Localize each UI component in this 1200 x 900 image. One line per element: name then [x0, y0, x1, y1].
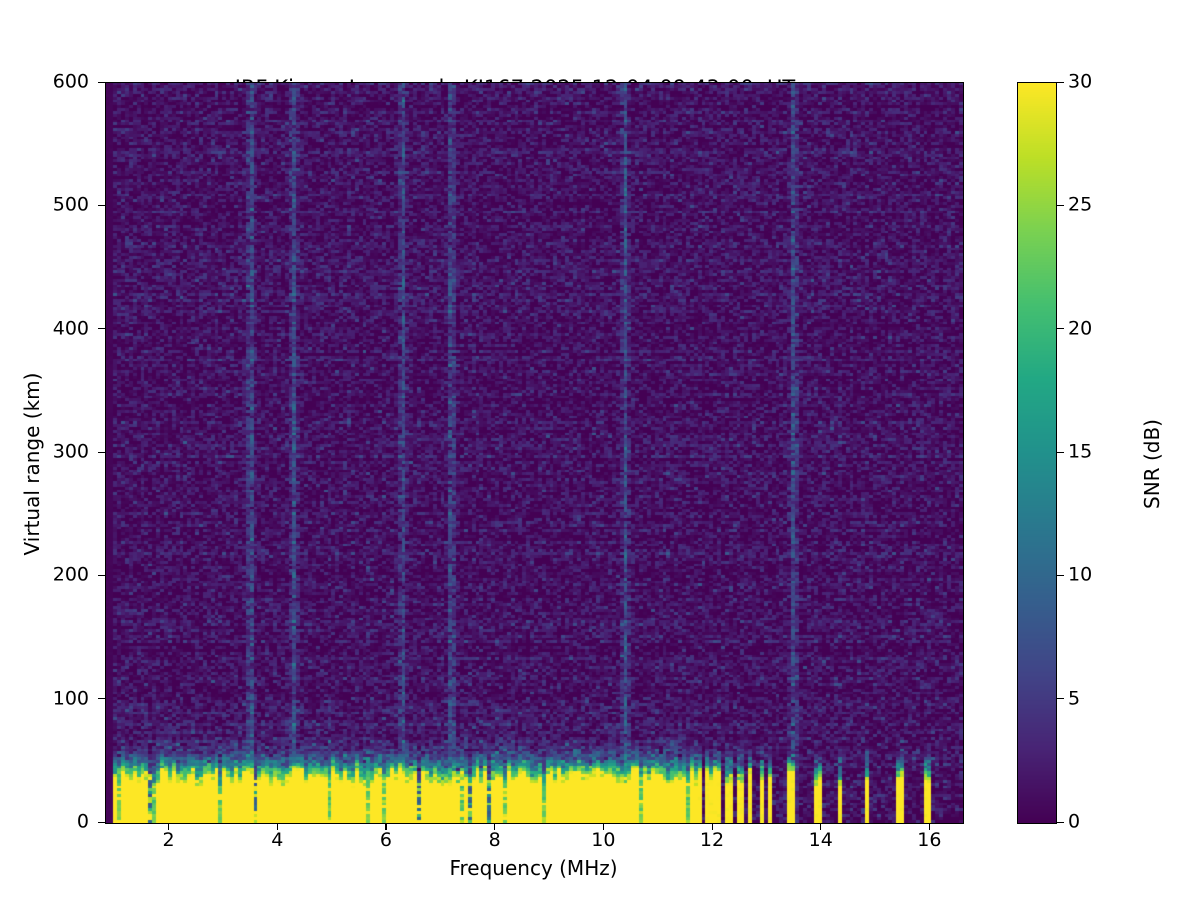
y-tick-label: 500 [52, 193, 89, 216]
x-tick-label: 12 [699, 829, 725, 851]
y-tick-mark [98, 328, 105, 330]
y-tick-mark [98, 451, 105, 453]
x-tick-label: 2 [162, 829, 175, 851]
x-tick-mark [928, 823, 930, 830]
y-tick-mark [98, 204, 105, 206]
x-axis-label: Frequency (MHz) [449, 856, 618, 880]
colorbar-tick-mark [1057, 204, 1064, 206]
y-tick-label: 400 [52, 317, 89, 340]
colorbar-gradient [1018, 83, 1056, 823]
x-tick-label: 14 [808, 829, 833, 851]
colorbar-tick-mark [1057, 821, 1064, 823]
x-tick-mark [711, 823, 713, 830]
colorbar-tick-label: 20 [1068, 317, 1093, 340]
x-tick-label: 16 [917, 829, 942, 851]
x-tick-mark [494, 823, 496, 830]
colorbar-tick-label: 10 [1068, 563, 1093, 586]
colorbar-tick-mark [1057, 451, 1064, 453]
x-tick-label: 10 [591, 829, 616, 851]
ionogram-plot-area[interactable] [105, 82, 964, 824]
x-tick-mark [168, 823, 170, 830]
colorbar-tick-label: 5 [1068, 687, 1081, 710]
colorbar-tick-label: 30 [1068, 70, 1093, 93]
y-tick-label: 100 [52, 687, 89, 710]
ionogram-heatmap [106, 83, 963, 823]
x-tick-label: 8 [488, 829, 501, 851]
x-tick-mark [385, 823, 387, 830]
y-tick-label: 300 [52, 440, 89, 463]
x-tick-label: 6 [379, 829, 392, 851]
y-tick-mark [98, 821, 105, 823]
colorbar[interactable] [1017, 82, 1057, 824]
x-tick-label: 4 [271, 829, 284, 851]
colorbar-tick-mark [1057, 328, 1064, 330]
colorbar-label: SNR (dB) [1140, 419, 1164, 509]
y-axis-label: Virtual range (km) [20, 372, 44, 556]
y-tick-label: 200 [52, 563, 89, 586]
colorbar-tick-label: 25 [1068, 193, 1093, 216]
colorbar-tick-mark [1057, 574, 1064, 576]
y-tick-label: 0 [76, 810, 89, 833]
colorbar-tick-label: 15 [1068, 440, 1093, 463]
x-tick-mark [820, 823, 822, 830]
colorbar-tick-mark [1057, 698, 1064, 700]
y-tick-mark [98, 81, 105, 83]
y-tick-mark [98, 574, 105, 576]
x-tick-mark [276, 823, 278, 830]
colorbar-tick-mark [1057, 81, 1064, 83]
y-tick-mark [98, 698, 105, 700]
x-tick-mark [602, 823, 604, 830]
y-tick-label: 600 [52, 70, 89, 93]
colorbar-tick-label: 0 [1068, 810, 1081, 833]
